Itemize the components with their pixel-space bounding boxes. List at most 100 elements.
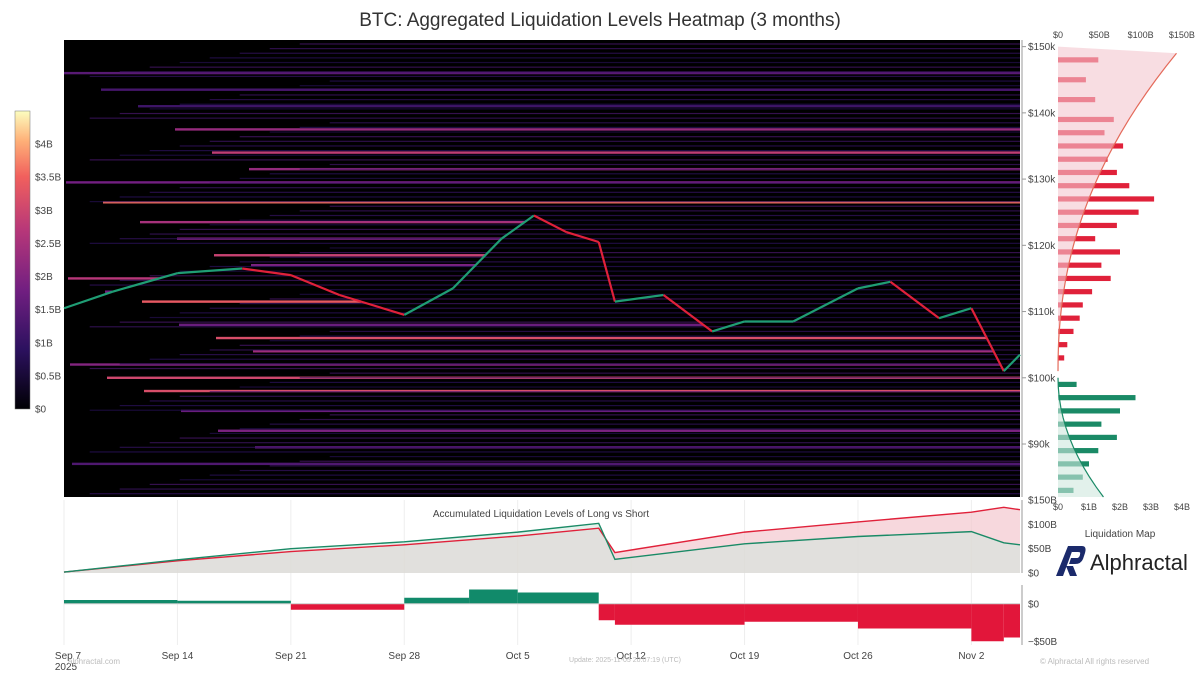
liquidation-faint-band xyxy=(89,493,1020,495)
colorbar-label: $3B xyxy=(35,206,53,217)
liquidation-band xyxy=(140,220,525,224)
difference-bar xyxy=(64,600,178,604)
liquidation-faint-band xyxy=(209,432,1020,435)
liquidation-faint-band xyxy=(239,177,1020,180)
x-axis-year: 2025 xyxy=(55,662,78,673)
colorbar-label: $1B xyxy=(35,338,53,349)
liquidation-band xyxy=(105,290,113,293)
footer-update: Update: 2025-11-05 20:07:19 (UTC) xyxy=(569,657,681,664)
liquidation-faint-band xyxy=(269,465,1020,467)
price-axis-label: $120k xyxy=(1028,241,1056,252)
liquidation-faint-band xyxy=(269,256,1020,258)
liquidation-band xyxy=(68,277,159,280)
liquidation-faint-band xyxy=(179,228,1020,231)
price-segment xyxy=(1003,353,1021,372)
long-liquidation-bar xyxy=(1058,289,1093,295)
liquidation-faint-band xyxy=(179,395,1020,397)
liquidation-map-caption: Liquidation Map xyxy=(1085,529,1156,540)
liquidation-faint-band xyxy=(119,363,1020,365)
liquidation-faint-band xyxy=(299,210,1020,212)
difference-bars xyxy=(64,589,1020,642)
x-axis-label: Sep 7 xyxy=(55,651,82,662)
colorbar-label: $1.5B xyxy=(35,305,61,316)
liquidation-faint-band xyxy=(209,391,1020,393)
difference-bar xyxy=(857,603,972,629)
liquidation-faint-band xyxy=(329,247,1020,249)
difference-bar xyxy=(290,603,405,610)
price-axis-label: $130k xyxy=(1028,175,1056,186)
liquidation-faint-band xyxy=(329,330,1020,333)
short-accumulated-area xyxy=(64,523,1020,573)
cumulative-long-curve xyxy=(1057,52,1177,372)
liquidation-faint-band xyxy=(299,168,1020,170)
liquidation-faint-band xyxy=(119,71,1020,73)
price-segment xyxy=(112,272,178,293)
price-axis-label: $140k xyxy=(1028,108,1056,119)
liquidation-faint-band xyxy=(269,131,1020,133)
liquidation-faint-band xyxy=(209,99,1020,101)
liquidation-band xyxy=(101,88,1020,91)
liquidation-faint-band xyxy=(209,265,1020,268)
liquidation-faint-band xyxy=(269,298,1020,300)
long-liquidation-bar xyxy=(1058,315,1080,321)
liquidation-band xyxy=(214,254,486,257)
liquidation-faint-band xyxy=(239,303,1020,305)
liquidation-faint-band xyxy=(179,61,1020,64)
colorbar-label: $0.5B xyxy=(35,371,61,382)
liquidation-faint-band xyxy=(179,145,1020,147)
alphractal-logo-icon xyxy=(1056,546,1086,576)
liquidation-faint-band xyxy=(119,321,1020,323)
liquidation-faint-band xyxy=(299,293,1020,295)
x-axis-label: Sep 28 xyxy=(388,651,420,662)
liquidation-faint-band xyxy=(299,335,1020,337)
liquidation-faint-band xyxy=(239,428,1020,430)
price-segment xyxy=(500,214,535,240)
liquidation-band xyxy=(175,128,1020,131)
liquidation-faint-band xyxy=(179,103,1020,105)
short-liquidation-bar xyxy=(1058,448,1099,454)
liquidation-faint-band xyxy=(269,173,1020,175)
short-liquidation-bar xyxy=(1058,434,1117,440)
liquidation-faint-band xyxy=(179,270,1020,272)
colorbar-label: $0 xyxy=(35,405,47,416)
cumulative-short-area xyxy=(1058,377,1104,497)
short-liquidation-bar xyxy=(1058,381,1077,388)
x-axis-label: Nov 2 xyxy=(958,651,985,662)
liquidation-faint-band xyxy=(119,279,1020,282)
price-segment xyxy=(792,287,859,323)
footer-copyright: © Alphractal All rights reserved xyxy=(1040,657,1149,666)
liquidation-faint-band xyxy=(209,474,1020,476)
side-bottom-axis-label: $4B xyxy=(1174,502,1190,512)
long-liquidation-bar xyxy=(1058,236,1096,242)
liquidation-faint-band xyxy=(269,214,1020,217)
price-segment xyxy=(889,280,940,320)
long-liquidation-bar xyxy=(1058,249,1120,255)
liquidation-faint-band xyxy=(329,414,1020,416)
liquidation-faint-band xyxy=(329,455,1020,458)
side-bottom-axis-label: $3B xyxy=(1143,502,1159,512)
liquidation-faint-band xyxy=(239,344,1020,346)
liquidation-faint-band xyxy=(89,326,1020,328)
liquidation-band xyxy=(103,201,1020,204)
liquidation-faint-band xyxy=(149,108,1020,110)
price-axis-label: $90k xyxy=(1028,440,1051,451)
footer-site: alphractal.com xyxy=(68,657,120,666)
side-top-axis-label: $0 xyxy=(1053,30,1063,40)
long-liquidation-bar xyxy=(1058,302,1083,308)
price-segment xyxy=(597,241,616,302)
liquidation-band xyxy=(142,300,362,303)
liquidation-faint-band xyxy=(239,219,1020,221)
liquidation-faint-band xyxy=(329,122,1020,124)
x-axis-label: Oct 19 xyxy=(730,651,760,662)
liquidation-faint-band xyxy=(209,349,1020,351)
liquidation-faint-band xyxy=(209,307,1020,309)
liquidation-faint-band xyxy=(329,372,1020,374)
liquidation-faint-band xyxy=(149,233,1020,235)
liquidation-faint-band xyxy=(239,94,1020,96)
liquidation-faint-band xyxy=(269,423,1020,425)
short-liquidation-bar xyxy=(1058,395,1136,401)
liquidation-band xyxy=(138,105,1020,108)
price-axis-label: $100k xyxy=(1028,373,1056,384)
liquidation-faint-band xyxy=(209,224,1020,226)
accumulated-axis-label: $50B xyxy=(1028,544,1052,555)
